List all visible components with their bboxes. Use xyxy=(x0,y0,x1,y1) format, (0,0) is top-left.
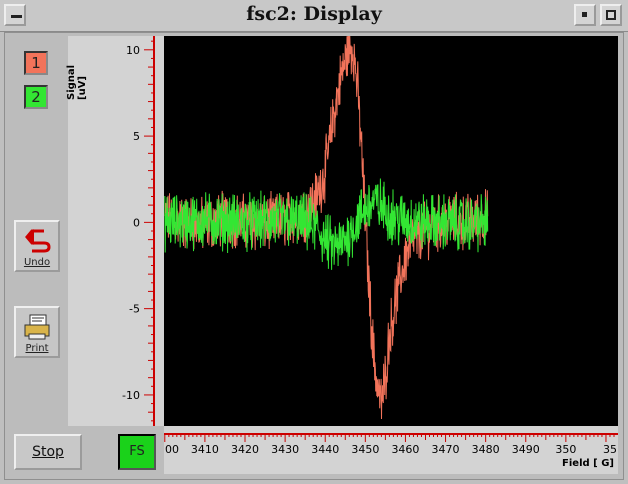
stop-button[interactable]: Stop xyxy=(14,434,82,470)
curve-2-toggle[interactable]: 2 xyxy=(24,85,48,109)
window-menu-icon xyxy=(11,15,22,18)
x-tick-label: 3420 xyxy=(231,443,259,456)
x-axis-label: Field [ G] xyxy=(562,458,614,469)
x-tick-label: 35 xyxy=(603,443,617,456)
print-label: Print xyxy=(25,343,49,354)
y-axis-label: Signal [uV] xyxy=(66,64,88,100)
y-tick-label: -10 xyxy=(122,389,140,402)
undo-label: Undo xyxy=(23,257,51,268)
x-axis-panel: 00 3410 3420 3430 3440 3450 3460 3470 3480 3490 35… xyxy=(164,426,618,474)
maximize-icon xyxy=(606,10,616,20)
signal-plot xyxy=(164,36,489,420)
full-scale-button[interactable]: FS xyxy=(118,434,156,470)
y-tick-label: -5 xyxy=(129,303,140,316)
y-axis: 10 5 0 -5 -10 xyxy=(122,36,155,426)
curve-2-line xyxy=(164,178,489,270)
y-tick-label: 10 xyxy=(126,44,140,57)
y-tick-label: 0 xyxy=(133,216,140,229)
x-tick-label: 3480 xyxy=(472,443,500,456)
x-tick-label: 00 xyxy=(165,443,179,456)
y-axis-panel: 10 5 0 -5 -10 xyxy=(68,36,164,426)
stop-label: Stop xyxy=(32,444,64,460)
undo-icon xyxy=(25,229,51,253)
curve-1-toggle[interactable]: 1 xyxy=(24,51,48,75)
x-tick-label: 3470 xyxy=(432,443,460,456)
x-tick-label: 3440 xyxy=(311,443,339,456)
minimize-icon xyxy=(582,12,587,17)
print-button[interactable]: Print xyxy=(14,306,60,358)
y-tick-label: 5 xyxy=(133,130,140,143)
x-tick-label: 350 xyxy=(555,443,576,456)
plot-canvas[interactable] xyxy=(164,36,618,426)
printer-icon xyxy=(24,314,50,340)
title-bar[interactable]: fsc2: Display xyxy=(0,0,628,32)
x-tick-label: 3460 xyxy=(391,443,419,456)
minimize-button[interactable] xyxy=(574,4,596,26)
undo-button[interactable]: Undo xyxy=(14,220,60,272)
x-tick-label: 3450 xyxy=(351,443,379,456)
x-tick-label: 3490 xyxy=(512,443,540,456)
maximize-button[interactable] xyxy=(600,4,622,26)
x-tick-label: 3430 xyxy=(271,443,299,456)
x-axis: 00 3410 3420 3430 3440 3450 3460 3470 3480 3490 35… xyxy=(164,433,618,456)
x-tick-label: 3410 xyxy=(191,443,219,456)
window-title: fsc2: Display xyxy=(246,3,382,25)
window-menu-button[interactable] xyxy=(4,4,26,26)
